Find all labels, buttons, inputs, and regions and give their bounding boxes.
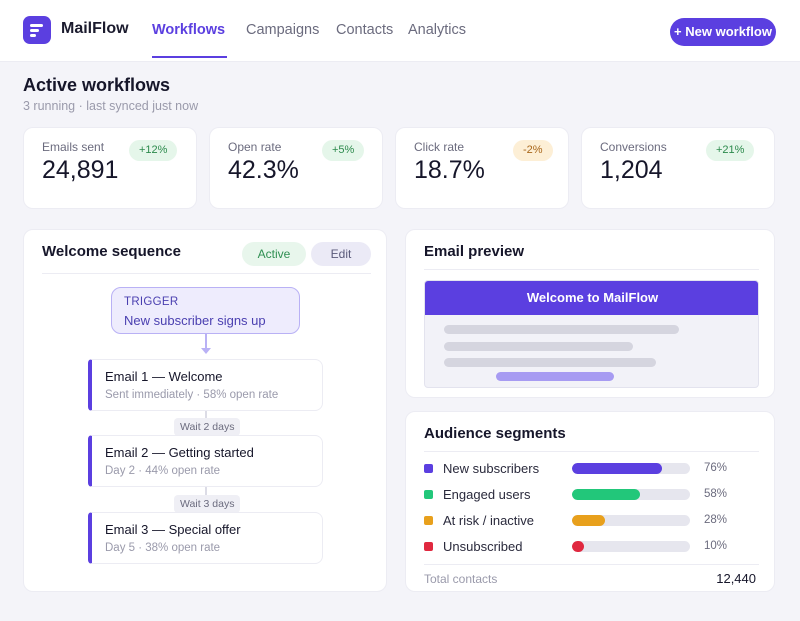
email-step-title: Email 3 — Special offer xyxy=(105,522,241,537)
segment-color-swatch xyxy=(424,464,433,473)
page-subtitle: 3 running · last synced just now xyxy=(23,99,199,113)
stat-label: Conversions xyxy=(600,140,667,154)
segment-name: Engaged users xyxy=(443,487,531,502)
divider xyxy=(424,451,759,452)
placeholder-line xyxy=(444,342,633,351)
page-title: Active workflows xyxy=(23,75,171,95)
total-contacts-value: 12,440 xyxy=(716,571,756,586)
segment-color-swatch xyxy=(424,490,433,499)
segment-row[interactable]: At risk / inactive 28% xyxy=(424,513,759,529)
divider xyxy=(424,269,759,270)
divider xyxy=(42,273,371,274)
arrow-down-icon xyxy=(201,348,211,354)
stat-delta-badge: +21% xyxy=(706,140,755,161)
total-contacts-label: Total contacts xyxy=(424,572,498,586)
segment-bar xyxy=(572,489,690,500)
stat-value: 42.3% xyxy=(228,156,299,184)
segment-percent: 76% xyxy=(704,462,728,474)
stat-value: 18.7% xyxy=(414,156,485,184)
segments-title: Audience segments xyxy=(424,425,566,442)
divider xyxy=(424,564,759,565)
stat-card-click-rate: Click rate 18.7% -2% xyxy=(395,127,569,209)
segment-bar xyxy=(572,541,690,552)
nav-analytics[interactable]: Analytics xyxy=(408,22,467,38)
nav-contacts[interactable]: Contacts xyxy=(336,22,394,38)
email-step-2[interactable]: Email 2 — Getting started Day 2 · 44% op… xyxy=(88,435,323,487)
email-step-title: Email 1 — Welcome xyxy=(105,369,223,384)
email-preview[interactable]: Welcome to MailFlow xyxy=(424,280,759,388)
stat-delta-badge: +12% xyxy=(129,140,178,161)
email-preview-panel: Email preview Welcome to MailFlow xyxy=(405,229,775,398)
stat-label: Emails sent xyxy=(42,140,105,154)
audience-segments-panel: Audience segments New subscribers 76% En… xyxy=(405,411,775,592)
segment-row[interactable]: New subscribers 76% xyxy=(424,461,759,477)
trigger-node[interactable]: TRIGGER New subscriber signs up xyxy=(111,287,300,334)
segment-bar-fill xyxy=(572,515,606,526)
segment-bar-fill xyxy=(572,489,641,500)
edit-button[interactable]: Edit xyxy=(311,242,371,266)
segment-bar xyxy=(572,515,690,526)
stat-card-open-rate: Open rate 42.3% +5% xyxy=(209,127,383,209)
wait-badge: Wait 2 days xyxy=(174,418,241,436)
email-step-title: Email 2 — Getting started xyxy=(105,445,254,460)
segment-bar xyxy=(572,463,690,474)
segment-name: New subscribers xyxy=(443,461,540,476)
workflow-panel: Welcome sequence Active Edit TRIGGER New… xyxy=(23,229,387,592)
workflow-title: Welcome sequence xyxy=(42,243,181,260)
stat-delta-badge: -2% xyxy=(513,140,553,161)
segment-color-swatch xyxy=(424,516,433,525)
segment-row[interactable]: Unsubscribed 10% xyxy=(424,539,759,555)
wait-badge: Wait 3 days xyxy=(174,495,241,513)
placeholder-button xyxy=(496,372,614,381)
segment-percent: 10% xyxy=(704,540,728,552)
stat-value: 1,204 xyxy=(600,156,663,184)
new-workflow-button[interactable]: + New workflow xyxy=(670,18,776,46)
stat-card-emails-sent: Emails sent 24,891 +12% xyxy=(23,127,197,209)
trigger-label: TRIGGER xyxy=(124,296,179,308)
placeholder-line xyxy=(444,325,679,334)
app-name: MailFlow xyxy=(61,20,129,37)
preview-header: Welcome to MailFlow xyxy=(425,281,758,315)
stat-card-conversions: Conversions 1,204 +21% xyxy=(581,127,775,209)
segment-bar-fill xyxy=(572,463,662,474)
nav-campaigns[interactable]: Campaigns xyxy=(246,22,320,38)
flow-connector xyxy=(205,334,207,350)
placeholder-line xyxy=(444,358,656,367)
email-step-3[interactable]: Email 3 — Special offer Day 5 · 38% open… xyxy=(88,512,323,564)
segment-bar-fill xyxy=(572,541,584,552)
segment-row[interactable]: Engaged users 58% xyxy=(424,487,759,503)
preview-title: Email preview xyxy=(424,243,525,260)
stat-value: 24,891 xyxy=(42,156,119,184)
email-step-detail: Sent immediately · 58% open rate xyxy=(105,389,279,401)
stat-label: Click rate xyxy=(414,140,465,154)
stat-delta-badge: +5% xyxy=(322,140,365,161)
top-bar: MailFlow Workflows Campaigns Contacts An… xyxy=(0,0,800,62)
segment-name: Unsubscribed xyxy=(443,539,523,554)
segment-percent: 58% xyxy=(704,488,728,500)
nav-active-indicator xyxy=(152,56,227,58)
stat-label: Open rate xyxy=(228,140,282,154)
segment-percent: 28% xyxy=(704,514,728,526)
segment-color-swatch xyxy=(424,542,433,551)
nav-workflows[interactable]: Workflows xyxy=(152,22,226,38)
email-step-detail: Day 5 · 38% open rate xyxy=(105,542,221,554)
logo-icon xyxy=(23,16,51,44)
trigger-value: New subscriber signs up xyxy=(124,313,266,328)
segment-name: At risk / inactive xyxy=(443,513,535,528)
email-step-1[interactable]: Email 1 — Welcome Sent immediately · 58%… xyxy=(88,359,323,411)
email-step-detail: Day 2 · 44% open rate xyxy=(105,465,221,477)
status-badge: Active xyxy=(242,242,306,266)
